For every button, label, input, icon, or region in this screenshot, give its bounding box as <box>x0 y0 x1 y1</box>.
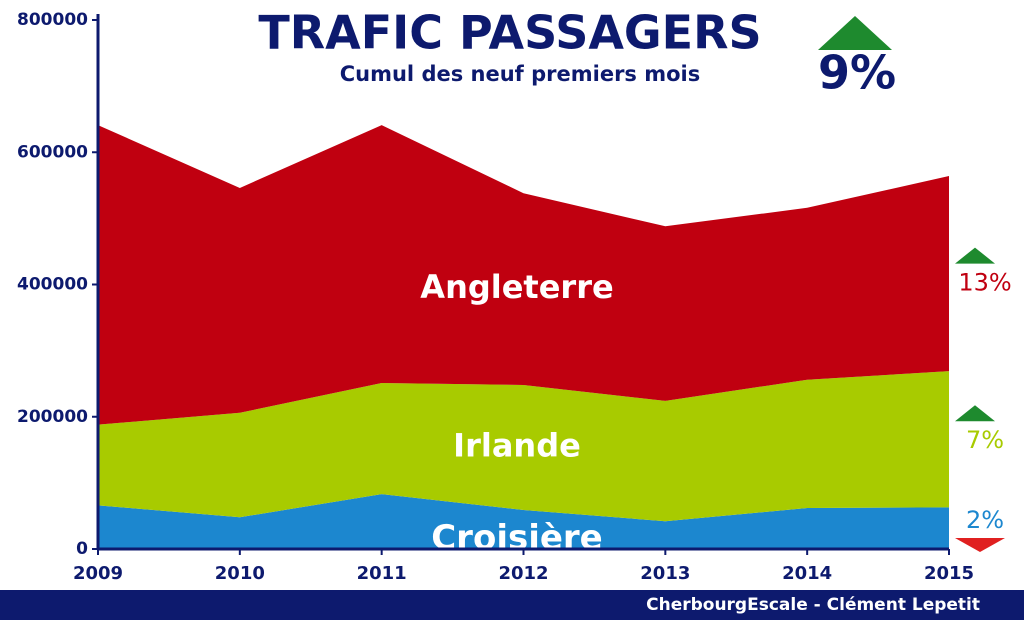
series-label: Croisière <box>431 518 603 558</box>
y-tick-label: 0 <box>76 539 88 559</box>
y-tick-label: 200000 <box>17 407 88 427</box>
areas <box>98 125 949 549</box>
y-tick-label: 800000 <box>17 10 88 30</box>
chart-title: TRAFIC PASSAGERS <box>258 6 761 60</box>
labels: Croisière 2% Irlande 7% Angleterre 13% <box>420 247 1012 558</box>
area <box>98 371 949 522</box>
series-change: 7% <box>966 426 1004 454</box>
x-tick-label: 2012 <box>498 563 548 584</box>
up-arrow <box>955 247 995 264</box>
y-tick-label: 600000 <box>17 142 88 162</box>
x-tick-label: 2014 <box>782 563 832 584</box>
series-label: Angleterre <box>420 268 613 306</box>
series-change: 2% <box>966 506 1004 534</box>
chart-subtitle: Cumul des neuf premiers mois <box>340 62 701 86</box>
x-tick-label: 2013 <box>640 563 690 584</box>
footer-bar <box>0 590 1024 620</box>
series-change: 13% <box>958 269 1011 297</box>
area <box>98 125 949 425</box>
total-change: 9% <box>818 46 896 100</box>
down-arrow <box>955 538 1005 552</box>
x-tick-label: 2015 <box>924 563 974 584</box>
y-tick-label: 400000 <box>17 275 88 295</box>
x-tick-label: 2010 <box>215 563 265 584</box>
up-arrow <box>818 16 892 50</box>
footer-credit: CherbourgEscale - Clément Lepetit <box>646 595 980 615</box>
x-tick-label: 2011 <box>357 563 407 584</box>
up-arrow <box>955 405 995 422</box>
area <box>98 494 949 549</box>
series-label: Irlande <box>453 426 581 464</box>
x-tick-label: 2009 <box>73 563 123 584</box>
